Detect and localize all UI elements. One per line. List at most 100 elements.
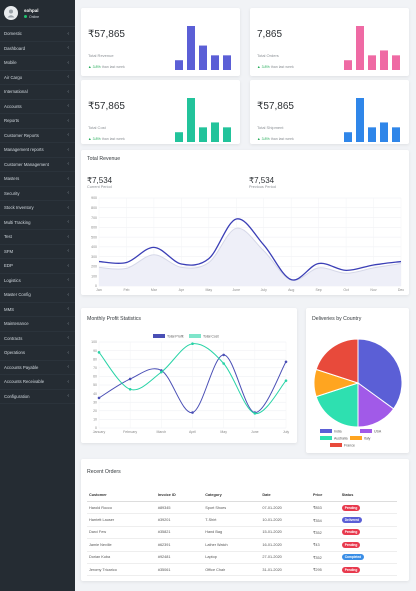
x-tick-label: Aug: [288, 288, 294, 292]
stat-change-pct: 3.8%: [261, 137, 270, 141]
sidebar-item-edp[interactable]: EDP ‹: [0, 259, 75, 274]
chevron-left-icon: ‹: [67, 146, 69, 153]
legend-swatch: [153, 334, 165, 338]
user-status: Online: [29, 14, 40, 19]
table-row[interactable]: Harold Rocco #89345 Sport Shoes 07-01-2020 ₹…: [87, 501, 397, 515]
y-tick-label: 200: [91, 265, 97, 269]
legend-label: India: [334, 430, 342, 434]
table-row[interactable]: Jeromy Tricarico #35061 Office Chair 31-01-…: [87, 563, 397, 577]
x-tick-label: March: [156, 430, 166, 434]
cell-status: Pending: [339, 563, 397, 577]
y-tick-label: 90: [93, 349, 97, 353]
sidebar-item-accounts[interactable]: Accounts ‹: [0, 100, 75, 114]
sidebar-item-domestic[interactable]: Domestic ‹: [0, 27, 75, 42]
y-tick-label: 30: [93, 400, 97, 404]
sidebar-item-master-config[interactable]: Master Config ‹: [0, 288, 75, 303]
table-row[interactable]: Harriett Lauser #39201 T-Shirt 10-01-2020 ₹3…: [87, 513, 397, 527]
column-header-date[interactable]: Date: [260, 489, 312, 502]
sidebar-item-maintenance[interactable]: Maintenance ‹: [0, 317, 75, 332]
sidebar-item-sfm[interactable]: SFM ‹: [0, 245, 75, 259]
stat-bar: [211, 122, 219, 142]
legend-swatch: [330, 443, 342, 447]
stat-change: ▲ 3.8% than last week: [257, 65, 294, 69]
chevron-left-icon: ‹: [67, 132, 69, 139]
cell-customer: Dorian Kuba: [87, 551, 156, 564]
chevron-left-icon: ‹: [67, 175, 69, 182]
chevron-left-icon: ‹: [67, 277, 69, 284]
stat-mini-bar-chart: [175, 26, 231, 70]
sidebar-item-accounts-receivable[interactable]: Accounts Receivable ‹: [0, 375, 75, 390]
cell-category: Hand Bag: [203, 526, 261, 540]
cell-price: ₹352: [311, 551, 340, 564]
sidebar-item-label: Master Config: [4, 292, 31, 298]
sidebar-item-logistics[interactable]: Logistics ‹: [0, 274, 75, 288]
arrow-up-icon: ▲: [88, 65, 92, 69]
sidebar-item-label: MMS: [4, 306, 15, 312]
pie-slice: [357, 338, 403, 410]
sidebar-item-mms[interactable]: MMS ‹: [0, 303, 75, 317]
sidebar-item-test[interactable]: Test ‹: [0, 230, 75, 245]
x-tick-label: Sep: [316, 288, 322, 292]
stat-value: ₹57,865: [257, 101, 294, 112]
sidebar-item-stock-inventory[interactable]: Stock Inventory ‹: [0, 201, 75, 216]
sidebar-item-accounts-payable[interactable]: Accounts Payable ‹: [0, 361, 75, 375]
column-header-customer[interactable]: Customer: [87, 489, 156, 502]
sidebar-item-operations[interactable]: Operations ‹: [0, 346, 75, 361]
sidebar-item-configuration[interactable]: Configuration ‹: [0, 390, 75, 404]
y-tick-label: 700: [91, 216, 97, 220]
legend-swatch: [320, 436, 332, 440]
data-point: [284, 360, 288, 364]
table-row[interactable]: Darci Few #35821 Hand Bag 15-01-2020 ₹352 Pen…: [87, 526, 397, 540]
cell-date: 07-01-2020: [260, 501, 312, 515]
sidebar-item-reports[interactable]: Reports ‹: [0, 114, 75, 129]
sidebar-item-multi-tracking[interactable]: Multi Tracking ‹: [0, 216, 75, 230]
data-point: [160, 370, 163, 374]
x-tick-label: June: [251, 430, 259, 434]
data-point: [284, 379, 288, 382]
sidebar-item-customer-reports[interactable]: Customer Reports ‹: [0, 129, 75, 143]
chevron-left-icon: ‹: [67, 233, 69, 240]
sidebar-item-label: International: [4, 89, 28, 95]
stat-change-text: than last week: [101, 137, 125, 141]
sidebar-item-label: Accounts: [4, 103, 22, 109]
previous-area: [99, 228, 401, 286]
online-dot-icon: [24, 15, 27, 18]
cell-category: Sport Shoes: [203, 501, 261, 515]
sidebar-item-label: Contracts: [4, 335, 23, 341]
status-badge: Pending: [341, 529, 361, 536]
sidebar-item-label: Air Cargo: [4, 74, 23, 80]
chevron-left-icon: ‹: [67, 291, 69, 298]
stat-change: ▲ 3.8% than last week: [257, 137, 294, 141]
column-header-price[interactable]: Price: [311, 489, 340, 502]
sidebar-item-dashboard[interactable]: Dashboard ‹: [0, 42, 75, 56]
sidebar-item-mobile[interactable]: Mobile ‹: [0, 56, 75, 71]
sidebar-item-label: Management reports: [4, 147, 44, 153]
table-header-row: Customer Invoice ID Category Date Price Statu…: [87, 489, 397, 502]
sidebar-item-label: Multi Tracking: [4, 219, 31, 225]
column-header-category[interactable]: Category: [203, 489, 261, 502]
sidebar-item-contracts[interactable]: Contracts ‹: [0, 332, 75, 346]
sidebar-item-label: Accounts Payable: [4, 364, 39, 370]
cell-price: ₹354: [311, 513, 340, 527]
x-tick-label: May: [206, 288, 213, 292]
orders-table: Customer Invoice ID Category Date Price Statu…: [87, 489, 397, 577]
sidebar-item-management-reports[interactable]: Management reports ‹: [0, 143, 75, 158]
chevron-left-icon: ‹: [67, 45, 69, 52]
sidebar-item-customer-management[interactable]: Customer Management ‹: [0, 158, 75, 172]
column-header-status[interactable]: Status: [339, 489, 397, 502]
sidebar-item-air-cargo[interactable]: Air Cargo ‹: [0, 71, 75, 85]
x-tick-label: Nov: [370, 288, 376, 292]
stat-card-orders: 7,865 Total Orders ▲ 3.8% than last week: [250, 8, 409, 76]
avatar: [4, 6, 18, 20]
table-row[interactable]: Dorian Kuba #92481 Laptop 27-01-2020 ₹352 Com…: [87, 551, 397, 564]
sidebar-item-masters[interactable]: Masters ‹: [0, 172, 75, 187]
stat-bar: [392, 55, 400, 70]
user-profile[interactable]: sohpal Online: [0, 0, 75, 27]
column-header-invoice-id[interactable]: Invoice ID: [155, 489, 204, 502]
stat-card-cost: ₹57,865 Total Cost ▲ 3.8% than last week: [81, 80, 240, 144]
sidebar-item-international[interactable]: International ‹: [0, 85, 75, 100]
sidebar-item-security[interactable]: Security ‹: [0, 187, 75, 201]
revenue-chart-title: Total Revenue: [87, 156, 121, 162]
y-tick-label: 10: [93, 418, 97, 422]
table-row[interactable]: Jamie Neville #62391 Lather Watch 16-01-202…: [87, 538, 397, 552]
